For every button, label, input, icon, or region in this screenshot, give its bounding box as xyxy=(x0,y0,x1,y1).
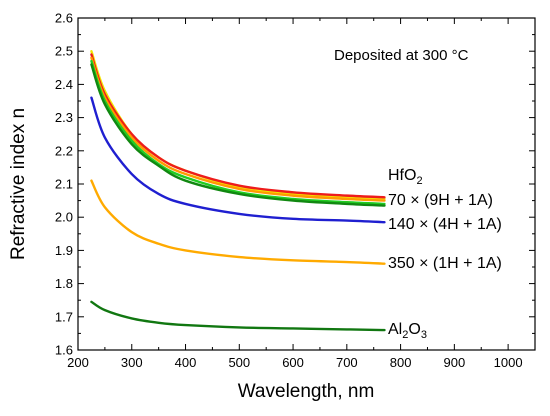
y-ticks: 1.6 1.7 1.8 1.9 2.0 2.1 2.2 2.3 2.4 2.5 2.6 xyxy=(55,11,535,358)
subscript: 3 xyxy=(421,329,427,341)
series-line-3 xyxy=(90,59,386,206)
series-line-2 xyxy=(90,56,386,202)
series-label-7: Al2O3 xyxy=(388,321,427,341)
annotation-text: Deposited at 300 °C xyxy=(334,47,469,64)
plot-frame xyxy=(77,17,536,351)
x-tick-label: 1000 xyxy=(494,355,523,370)
x-tick-label: 200 xyxy=(67,355,89,370)
y-axis-label: Refractive index n xyxy=(8,108,29,260)
y-tick-label: 2.1 xyxy=(55,177,73,192)
y-tick-label: 1.7 xyxy=(55,309,73,324)
y-tick-label: 1.9 xyxy=(55,243,73,258)
x-axis-label: Wavelength, nm xyxy=(238,381,375,402)
y-tick-label: 1.6 xyxy=(55,343,73,358)
x-tick-label: 800 xyxy=(390,355,412,370)
y-tick-label: 2.2 xyxy=(55,143,73,158)
x-tick-label: 400 xyxy=(175,355,197,370)
series-line-5 xyxy=(90,96,386,224)
x-tick-label: 500 xyxy=(228,355,250,370)
subscript: 2 xyxy=(402,329,408,341)
label-part: Al xyxy=(388,321,402,338)
label-part: HfO xyxy=(388,167,416,184)
x-tick-label: 600 xyxy=(282,355,304,370)
y-tick-label: 2.3 xyxy=(55,110,73,125)
series-line-6 xyxy=(90,179,386,265)
series-label-4: 70 × (9H + 1A) xyxy=(388,192,493,209)
subscript: 2 xyxy=(416,175,422,187)
series-line-1 xyxy=(90,53,386,199)
x-tick-label: 700 xyxy=(336,355,358,370)
x-tick-label: 900 xyxy=(444,355,466,370)
label-part: O xyxy=(408,321,420,338)
series-label-3: HfO2 xyxy=(388,167,423,187)
series-line-4 xyxy=(90,63,386,207)
series-lines xyxy=(90,50,386,332)
y-tick-label: 2.5 xyxy=(55,44,73,59)
y-tick-label: 2.4 xyxy=(55,77,73,92)
x-tick-label: 300 xyxy=(121,355,143,370)
y-tick-label: 2.0 xyxy=(55,210,73,225)
series-label-5: 140 × (4H + 1A) xyxy=(388,216,502,233)
series-label-6: 350 × (1H + 1A) xyxy=(388,255,502,272)
series-line-7 xyxy=(90,300,386,332)
x-ticks: 200 300 400 500 600 700 800 900 1000 xyxy=(67,18,536,370)
y-tick-label: 2.6 xyxy=(55,11,73,26)
y-tick-label: 1.8 xyxy=(55,276,73,291)
